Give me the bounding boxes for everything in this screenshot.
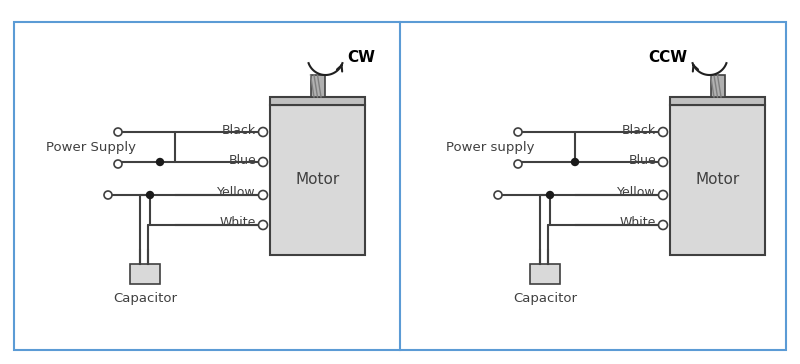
Circle shape <box>658 190 667 199</box>
Text: Yellow: Yellow <box>618 186 656 199</box>
Text: Capacitor: Capacitor <box>513 292 577 305</box>
Text: Black: Black <box>222 123 256 136</box>
Circle shape <box>258 190 267 199</box>
Text: Motor: Motor <box>695 173 740 187</box>
Text: Blue: Blue <box>628 154 656 166</box>
Circle shape <box>658 221 667 229</box>
Text: Capacitor: Capacitor <box>113 292 177 305</box>
Circle shape <box>514 160 522 168</box>
Text: Power supply: Power supply <box>446 141 534 154</box>
Circle shape <box>258 158 267 166</box>
Text: Power Supply: Power Supply <box>46 141 136 154</box>
Circle shape <box>258 221 267 229</box>
Circle shape <box>258 127 267 136</box>
Text: CW: CW <box>347 50 375 64</box>
Circle shape <box>146 191 154 198</box>
Circle shape <box>658 158 667 166</box>
Circle shape <box>114 160 122 168</box>
Text: White: White <box>220 217 256 229</box>
Text: Motor: Motor <box>295 173 340 187</box>
Bar <box>130 264 160 284</box>
Text: Yellow: Yellow <box>218 186 256 199</box>
Bar <box>310 75 325 97</box>
Text: Blue: Blue <box>228 154 256 166</box>
Text: CCW: CCW <box>648 50 687 64</box>
Text: Black: Black <box>622 123 656 136</box>
Bar <box>670 105 765 255</box>
Bar <box>530 264 560 284</box>
Circle shape <box>658 127 667 136</box>
Circle shape <box>104 191 112 199</box>
Bar <box>270 97 365 105</box>
Circle shape <box>546 191 554 198</box>
Circle shape <box>514 128 522 136</box>
Bar <box>270 105 365 255</box>
Circle shape <box>571 158 578 166</box>
Bar <box>710 75 725 97</box>
Circle shape <box>114 128 122 136</box>
Text: White: White <box>620 217 656 229</box>
Circle shape <box>157 158 163 166</box>
Bar <box>670 97 765 105</box>
Circle shape <box>494 191 502 199</box>
